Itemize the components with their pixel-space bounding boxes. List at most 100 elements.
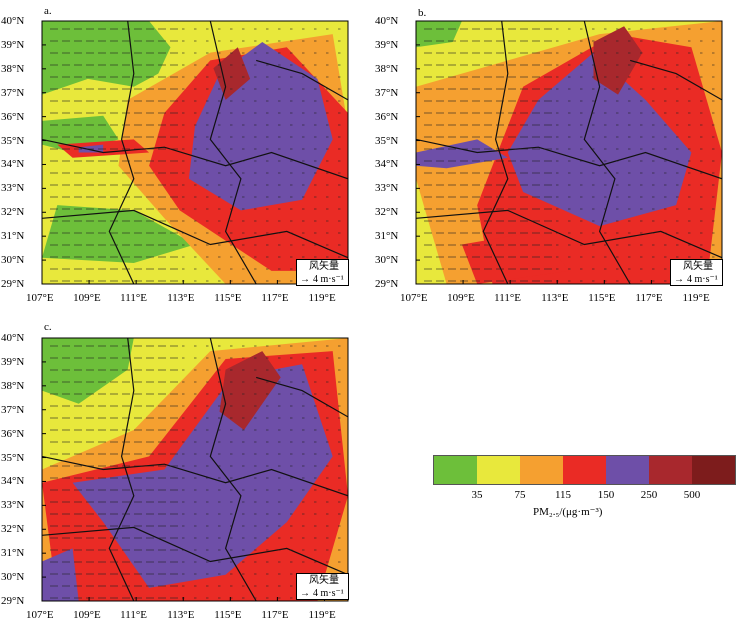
lat-label: 32°N [375,206,399,219]
concentration-region [593,26,643,95]
concentration-region [42,338,134,404]
concentration-region [42,548,79,601]
legend-tick: 75 [514,489,526,501]
wind-key-speed: 4 m·s⁻¹ [313,274,344,285]
legend-swatch [606,456,649,484]
wind-key-title: 风矢量 [683,261,713,272]
concentration-region [42,205,195,263]
lat-label: 31°N [375,230,399,243]
lat-label: 37°N [1,403,25,416]
concentration-region [461,231,569,284]
lat-label: 31°N [1,230,25,243]
wind-key-speed: 4 m·s⁻¹ [687,274,718,285]
lon-label: 117°E [635,292,663,304]
wind-key-arrow-icon: → [300,274,310,285]
boundary-line [630,59,722,101]
legend-swatch [692,456,735,484]
lat-label: 33°N [1,499,25,512]
lat-label: 30°N [1,254,25,267]
lat-label: 36°N [1,110,25,123]
lon-label: 117°E [261,609,289,621]
lat-label: 35°N [1,451,25,464]
lat-label: 36°N [1,427,25,440]
boundary-line [108,338,135,601]
panel-label-b: b. [418,7,427,19]
boundary-line [256,59,348,101]
boundary-line [416,209,722,259]
wind-key-arrow-icon: → [300,588,310,599]
map-panel-b: b. 风矢量 → 4 m·s⁻¹ 40°N 39°N 38°N 37°N 36°N 35°… [375,0,742,310]
wind-key-title: 风矢量 [309,575,339,586]
concentration-field [42,338,348,601]
map-frame [41,20,349,285]
lat-label: 29°N [375,278,399,290]
lon-label: 109°E [73,609,101,621]
lat-label: 39°N [1,355,25,368]
wind-vectors [50,28,341,282]
wind-key-b: 风矢量 → 4 m·s⁻¹ [670,259,723,286]
boundary-line [209,21,257,284]
lat-label: 40°N [375,15,399,27]
wind-key-title: 风矢量 [309,261,339,272]
boundary-line [256,376,348,418]
lon-label: 113°E [167,292,195,304]
province-boundaries [42,21,348,284]
lon-label: 111°E [120,609,147,621]
boundary-line [42,209,348,259]
lon-label: 113°E [167,609,195,621]
lat-label: 40°N [1,332,25,344]
legend-swatch [477,456,520,484]
lat-label: 30°N [375,254,399,267]
lon-label: 119°E [682,292,710,304]
lat-label: 38°N [375,62,399,75]
panel-label-a: a. [44,5,52,17]
boundary-line [108,21,135,284]
lon-label: 107°E [26,292,54,304]
lon-label: 119°E [308,609,336,621]
lon-label: 117°E [261,292,289,304]
wind-vectors [50,345,341,599]
lon-label: 113°E [541,292,569,304]
lon-label: 115°E [214,292,242,304]
legend-colorbar [433,455,736,485]
lat-label: 33°N [375,182,399,195]
lat-label: 29°N [1,595,25,607]
boundary-line [42,455,348,497]
lat-label: 35°N [375,134,399,147]
lat-label: 31°N [1,547,25,560]
map-panel-a: a. 风矢量 → 4 m·s⁻¹ 40°N 39°N 38°N 37°N 36°N 35°… [0,0,360,310]
lat-label: 30°N [1,571,25,584]
legend-swatch [563,456,606,484]
legend-tick: 500 [683,489,701,501]
province-boundaries [42,338,348,601]
concentration-field [42,21,348,284]
lon-label: 115°E [214,609,242,621]
wind-key-arrow-icon: → [674,274,684,285]
lon-label: 109°E [73,292,101,304]
concentration-field [416,21,722,284]
pm25-map-a [41,20,349,285]
boundary-line [482,21,509,284]
lat-label: 40°N [1,15,25,27]
lat-label: 34°N [1,158,25,171]
lat-label: 34°N [375,158,399,171]
wind-key-c: 风矢量 → 4 m·s⁻¹ [296,573,349,600]
lat-label: 37°N [375,86,399,99]
color-legend: 35 75 115 150 250 500 PM₂.₅/(μg·m⁻³) [433,455,736,518]
lat-label: 36°N [375,110,399,123]
map-frame [415,20,723,285]
lat-label: 32°N [1,206,25,219]
lat-label: 39°N [375,38,399,51]
lat-label: 37°N [1,86,25,99]
lon-label: 107°E [26,609,54,621]
lat-label: 35°N [1,134,25,147]
legend-swatch [434,456,477,484]
lon-label: 115°E [588,292,616,304]
boundary-line [583,21,631,284]
legend-swatch [520,456,563,484]
lon-label: 119°E [308,292,336,304]
concentration-region [78,144,104,153]
legend-title: PM₂.₅/(μg·m⁻³) [533,506,603,518]
panel-label-c: c. [44,321,52,333]
lat-label: 29°N [1,278,25,290]
